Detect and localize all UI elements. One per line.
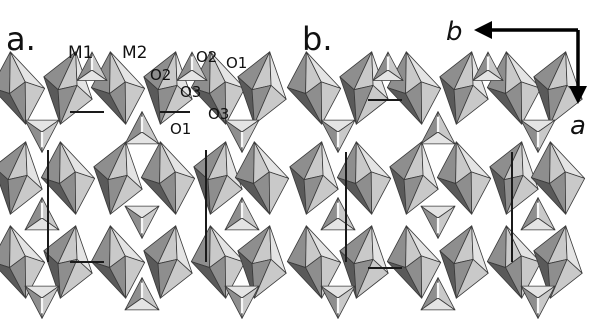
- b-axis-arrowhead-icon: [474, 21, 492, 39]
- octahedron: [386, 51, 442, 125]
- panel-b-label: b.: [302, 20, 332, 58]
- tetrahedron: [224, 285, 260, 319]
- axis-arrows: [488, 28, 580, 90]
- site-label-o2-left: O2: [150, 66, 171, 84]
- panel-b-polyhedra: [286, 51, 586, 319]
- octahedron-face: [24, 81, 46, 125]
- octahedron-face: [109, 174, 143, 215]
- site-label-o3-right: O3: [208, 105, 229, 123]
- octahedron: [0, 51, 46, 125]
- octahedron-face: [59, 258, 93, 299]
- octahedron-face: [124, 255, 146, 299]
- tetrahedron: [420, 111, 456, 145]
- octahedron-face: [224, 81, 246, 125]
- octahedron: [530, 141, 586, 215]
- octahedron: [439, 225, 489, 299]
- octahedron-face: [253, 84, 287, 125]
- octahedron-face: [420, 255, 442, 299]
- octahedron-face: [549, 258, 583, 299]
- octahedron-face: [355, 258, 389, 299]
- site-label-m2: M2: [122, 43, 147, 63]
- octahedron: [386, 225, 442, 299]
- octahedron: [190, 51, 246, 125]
- site-label-o2-right: O2: [196, 48, 217, 66]
- tetrahedron: [24, 285, 60, 319]
- a-axis-arrowhead-icon: [569, 86, 587, 104]
- octahedron: [143, 51, 193, 125]
- octahedron-face: [209, 174, 243, 215]
- octahedron: [140, 141, 196, 215]
- tetrahedron: [224, 119, 260, 153]
- octahedron-face: [124, 81, 146, 125]
- octahedron-face: [320, 81, 342, 125]
- tetrahedron: [520, 197, 556, 231]
- octahedron: [286, 51, 342, 125]
- octahedron-face: [74, 171, 96, 215]
- octahedron-face: [505, 174, 539, 215]
- octahedron: [436, 141, 492, 215]
- a-axis-label: a: [570, 111, 586, 141]
- octahedron-face: [455, 258, 489, 299]
- panel-a-polyhedra: [0, 51, 290, 319]
- tetrahedron: [472, 51, 504, 81]
- octahedron-face: [455, 84, 489, 125]
- tetrahedron: [520, 119, 556, 153]
- octahedron-face: [174, 171, 196, 215]
- octahedron-face: [470, 171, 492, 215]
- octahedron: [40, 141, 96, 215]
- octahedron-face: [253, 258, 287, 299]
- octahedron: [237, 51, 287, 125]
- tetrahedron: [124, 111, 160, 145]
- octahedron-face: [420, 81, 442, 125]
- octahedron-face: [9, 174, 43, 215]
- site-label-o1-top: O1: [226, 54, 247, 72]
- tetrahedron: [420, 277, 456, 311]
- octahedron-face: [370, 171, 392, 215]
- b-axis-label: b: [446, 17, 463, 47]
- tetrahedron: [24, 197, 60, 231]
- tetrahedron: [520, 285, 556, 319]
- octahedron: [90, 225, 146, 299]
- site-label-o3-left: O3: [180, 83, 201, 101]
- octahedron: [389, 141, 439, 215]
- tetrahedron: [76, 51, 108, 81]
- octahedron: [339, 225, 389, 299]
- site-label-o1-bottom: O1: [170, 120, 191, 138]
- tetrahedron: [320, 119, 356, 153]
- octahedron-face: [355, 84, 389, 125]
- octahedron: [234, 141, 290, 215]
- octahedron-face: [268, 171, 290, 215]
- octahedron: [93, 141, 143, 215]
- panel-a-unit-cell: [47, 111, 207, 263]
- tetrahedron: [420, 205, 456, 239]
- tetrahedron: [372, 51, 404, 81]
- octahedron: [486, 51, 542, 125]
- tetrahedron: [124, 205, 160, 239]
- panel-a-label: a.: [6, 20, 36, 58]
- panel-b-unit-cell: [345, 99, 513, 269]
- octahedron-face: [305, 174, 339, 215]
- octahedron: [0, 141, 43, 215]
- tetrahedron: [176, 51, 208, 81]
- tetrahedron: [320, 197, 356, 231]
- tetrahedron: [224, 197, 260, 231]
- octahedron-face: [159, 258, 193, 299]
- tetrahedron: [320, 285, 356, 319]
- tetrahedron: [124, 277, 160, 311]
- octahedron-face: [405, 174, 439, 215]
- tetrahedron: [24, 119, 60, 153]
- site-label-m1: M1: [68, 43, 93, 63]
- octahedron: [143, 225, 193, 299]
- octahedron-face: [564, 171, 586, 215]
- octahedron-face: [520, 81, 542, 125]
- octahedron: [289, 141, 339, 215]
